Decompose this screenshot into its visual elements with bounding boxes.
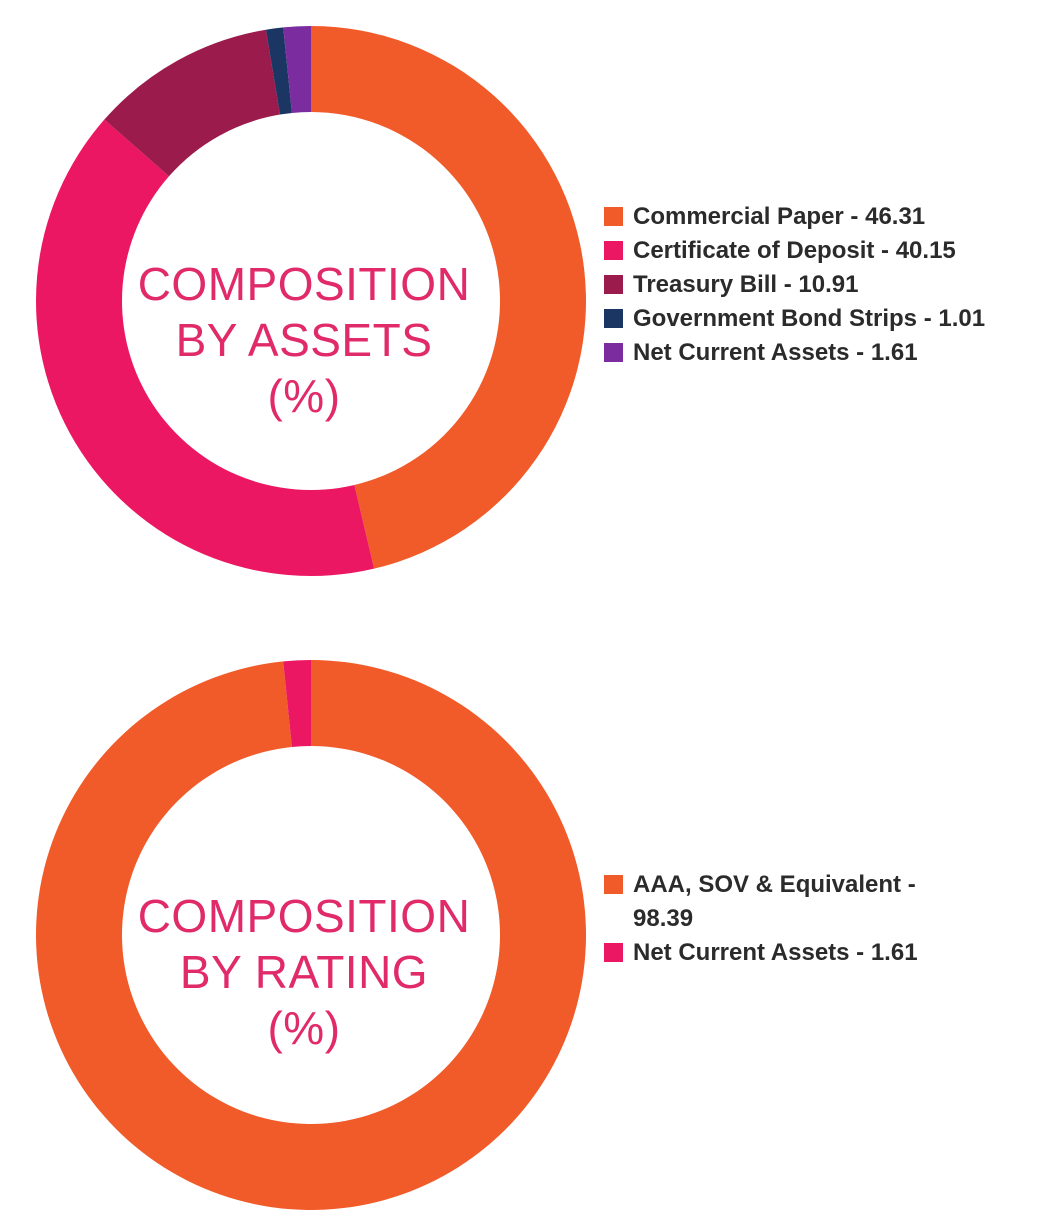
aaa-sov-equivalent-swatch [604, 875, 623, 894]
legend-item-net-current-assets: Net Current Assets - 1.61 [604, 936, 918, 970]
assets-title-line-1: COMPOSITION [137, 258, 471, 310]
assets-title-line-3: (%) [267, 370, 341, 422]
government-bond-strips-swatch [604, 309, 623, 328]
legend-label: Government Bond Strips - 1.01 [633, 305, 986, 332]
legend-label: Net Current Assets - 1.61 [633, 939, 918, 966]
treasury-bill-swatch [604, 275, 623, 294]
net-current-assets-swatch [604, 943, 623, 962]
legend-item-government-bond-strips: Government Bond Strips - 1.01 [604, 302, 985, 336]
assets-legend: Commercial Paper - 46.31 Certificate of … [604, 200, 985, 370]
assets-slice-certificate-of-deposit [36, 119, 375, 576]
rating-title-line-1: COMPOSITION [137, 890, 471, 942]
rating-composition-chart: COMPOSITION BY RATING (%) AAA, SOV & Equ… [0, 640, 1058, 1232]
legend-label: Treasury Bill - 10.91 [633, 271, 859, 298]
assets-title-line-2: BY ASSETS [175, 314, 433, 366]
rating-title-line-3: (%) [267, 1002, 341, 1054]
legend-label-line: 98.39 [633, 905, 694, 932]
legend-item-net-current-assets: Net Current Assets - 1.61 [604, 336, 985, 370]
assets-slice-government-bond-strips [265, 27, 292, 115]
assets-slice-net-current-assets [283, 26, 311, 113]
assets-slice-treasury-bill [104, 29, 281, 177]
net-current-assets-swatch [604, 343, 623, 362]
rating-chart-title: COMPOSITION BY RATING (%) [119, 888, 489, 1056]
legend-label: Net Current Assets - 1.61 [633, 339, 918, 366]
rating-legend: AAA, SOV & Equivalent - 98.39 Net Curren… [604, 868, 918, 970]
certificate-of-deposit-swatch [604, 241, 623, 260]
assets-chart-title: COMPOSITION BY ASSETS (%) [119, 256, 489, 424]
legend-label: AAA, SOV & Equivalent - 98.39 [633, 868, 916, 936]
legend-label: Commercial Paper - 46.31 [633, 203, 926, 230]
legend-label: Certificate of Deposit - 40.15 [633, 237, 956, 264]
legend-label-line: AAA, SOV & Equivalent - [633, 871, 916, 898]
assets-slice-commercial-paper [311, 26, 586, 569]
rating-slice-net-current-assets [283, 660, 311, 747]
assets-composition-chart: COMPOSITION BY ASSETS (%) Commercial Pap… [0, 0, 1058, 600]
commercial-paper-swatch [604, 207, 623, 226]
rating-title-line-2: BY RATING [179, 946, 429, 998]
legend-item-commercial-paper: Commercial Paper - 46.31 [604, 200, 985, 234]
rating-donut [36, 660, 586, 1210]
assets-donut [36, 26, 586, 576]
legend-item-aaa-sov-equivalent: AAA, SOV & Equivalent - 98.39 [604, 868, 918, 936]
legend-item-treasury-bill: Treasury Bill - 10.91 [604, 268, 985, 302]
legend-item-certificate-of-deposit: Certificate of Deposit - 40.15 [604, 234, 985, 268]
rating-slice-aaa-sov-equivalent [36, 660, 586, 1210]
